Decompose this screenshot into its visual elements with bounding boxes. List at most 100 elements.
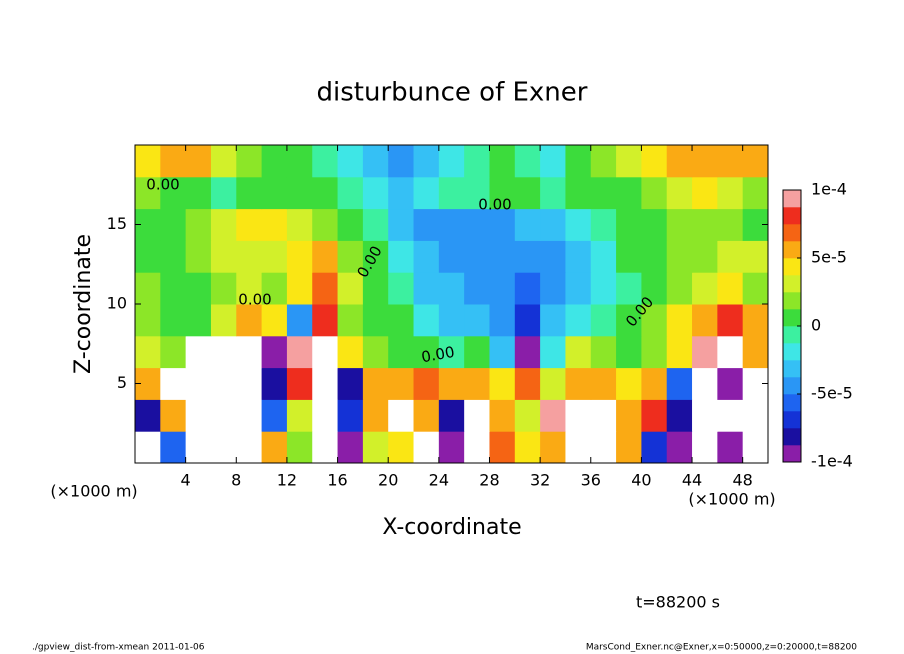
cell <box>464 335 490 369</box>
cell <box>616 399 642 432</box>
cell <box>540 208 566 241</box>
cell <box>236 272 263 305</box>
cell <box>565 335 592 369</box>
x-unit: (×1000 m) <box>688 490 775 509</box>
cell <box>464 176 490 210</box>
colorbar-box <box>783 190 801 208</box>
cell <box>312 367 339 400</box>
cell <box>135 304 161 337</box>
cell <box>514 240 541 273</box>
cell <box>514 304 541 337</box>
cell <box>565 431 592 464</box>
cell <box>362 145 389 178</box>
colorbar-box <box>783 394 801 412</box>
cell <box>362 335 389 369</box>
contour-label: 0.00 <box>478 196 511 214</box>
cell <box>185 367 212 400</box>
cell <box>692 208 718 241</box>
cell <box>616 240 642 273</box>
cell <box>261 367 288 400</box>
cell <box>641 304 668 337</box>
cell <box>388 304 415 337</box>
cell <box>464 304 490 337</box>
cell <box>540 272 566 305</box>
cell <box>261 272 288 305</box>
cell <box>185 208 212 241</box>
cell <box>540 399 566 432</box>
cell <box>362 272 389 305</box>
cell <box>438 176 465 210</box>
y-tick-label: 10 <box>107 294 127 313</box>
cell <box>540 240 566 273</box>
y-tick-label: 15 <box>107 214 127 233</box>
cell <box>616 304 642 337</box>
cell <box>160 145 187 178</box>
cell <box>692 145 718 178</box>
cell <box>337 431 364 464</box>
cell <box>135 335 161 369</box>
colorbar-box <box>783 445 801 463</box>
y-tick-label: 5 <box>117 373 127 392</box>
cell <box>261 399 288 432</box>
colorbar-box <box>783 241 801 259</box>
cell <box>312 399 339 432</box>
cell <box>641 431 668 464</box>
cell <box>666 240 693 273</box>
colorbar-box <box>783 360 801 378</box>
cell <box>692 399 718 432</box>
chart-title: disturbunce of Exner <box>317 78 588 108</box>
cell <box>160 399 187 432</box>
cell <box>337 367 364 400</box>
cell <box>742 304 769 337</box>
cell <box>261 304 288 337</box>
cell <box>616 208 642 241</box>
cell <box>565 145 592 178</box>
cell <box>489 272 516 305</box>
cell <box>210 208 237 241</box>
cell <box>337 399 364 432</box>
cell <box>312 145 339 178</box>
cell <box>666 367 693 400</box>
cell <box>286 367 313 400</box>
cell <box>641 145 668 178</box>
cell <box>616 272 642 305</box>
cell <box>312 240 339 273</box>
cell <box>185 431 212 464</box>
cell <box>666 431 693 464</box>
cell <box>236 399 263 432</box>
cell <box>210 304 237 337</box>
x-tick-label: 12 <box>277 471 297 490</box>
cell <box>565 272 592 305</box>
cell <box>514 335 541 369</box>
cell <box>388 145 415 178</box>
cell <box>438 399 465 432</box>
cell <box>717 240 744 273</box>
cell <box>717 304 744 337</box>
cell <box>717 208 744 241</box>
cell <box>540 176 566 210</box>
cell <box>160 304 187 337</box>
cell <box>590 272 617 305</box>
cell <box>540 335 566 369</box>
cell <box>616 335 642 369</box>
colorbar-box <box>783 428 801 446</box>
cell <box>312 335 339 369</box>
cell <box>337 272 364 305</box>
cell <box>236 304 263 337</box>
cell <box>210 399 237 432</box>
colorbar-tick-label: 0 <box>811 316 821 335</box>
cell <box>666 176 693 210</box>
colorbar-box <box>783 258 801 276</box>
cell <box>489 367 516 400</box>
cell <box>590 176 617 210</box>
cell <box>514 176 541 210</box>
colorbar-box <box>783 309 801 327</box>
cell <box>742 176 769 210</box>
x-tick-label: 44 <box>682 471 702 490</box>
cell <box>742 335 769 369</box>
cell <box>666 335 693 369</box>
cell <box>742 240 769 273</box>
cell <box>742 272 769 305</box>
cell <box>135 431 161 464</box>
colorbar-box <box>783 377 801 395</box>
